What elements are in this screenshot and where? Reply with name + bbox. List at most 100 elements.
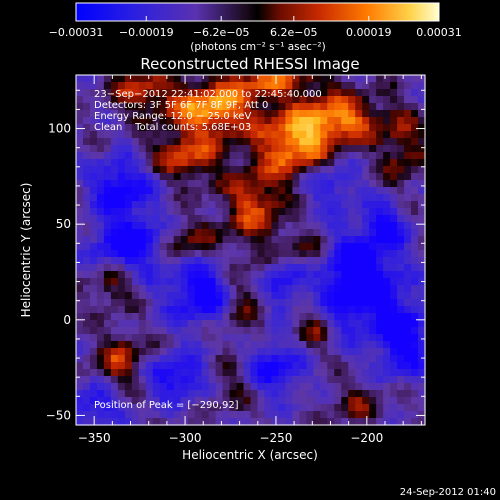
heatmap-cell (369, 96, 377, 104)
heatmap-cell (103, 383, 112, 391)
heatmap-cell (124, 180, 133, 188)
heatmap-cell (117, 341, 126, 349)
heatmap-cell (292, 159, 300, 167)
heatmap-cell (236, 418, 245, 426)
heatmap-cell (313, 418, 321, 426)
heatmap-cell (145, 145, 154, 153)
heatmap-cell (390, 348, 398, 356)
heatmap-cell (362, 327, 370, 335)
heatmap-cell (411, 222, 419, 230)
heatmap-cell (264, 327, 273, 335)
heatmap-cell (236, 124, 245, 132)
heatmap-cell (362, 138, 370, 146)
heatmap-cell (418, 250, 426, 258)
heatmap-cell (320, 201, 328, 209)
heatmap-cell (208, 96, 217, 104)
heatmap-cell (159, 397, 168, 405)
heatmap-cell (397, 355, 405, 363)
heatmap-cell (327, 166, 335, 174)
heatmap-cell (89, 299, 98, 307)
heatmap-cell (145, 187, 154, 195)
heatmap-cell (383, 376, 391, 384)
heatmap-cell (257, 376, 266, 384)
heatmap-cell (376, 271, 384, 279)
heatmap-cell (215, 383, 224, 391)
heatmap-cell (76, 208, 84, 216)
heatmap-cell (418, 411, 426, 419)
heatmap-cell (131, 362, 140, 370)
heatmap-cell (194, 243, 203, 251)
heatmap-cell (103, 215, 112, 223)
heatmap-cell (390, 201, 398, 209)
heatmap-cell (369, 285, 377, 293)
heatmap-cell (208, 292, 217, 300)
heatmap-cell (341, 201, 349, 209)
heatmap-cell (369, 327, 377, 335)
heatmap-cell (285, 124, 293, 132)
heatmap-cell (418, 103, 426, 111)
heatmap-cell (243, 236, 252, 244)
heatmap-cell (138, 320, 147, 328)
heatmap-cell (194, 166, 203, 174)
heatmap-cell (306, 173, 314, 181)
heatmap-cell (404, 236, 412, 244)
heatmap-cell (327, 369, 335, 377)
heatmap-cell (306, 383, 314, 391)
heatmap-cell (201, 376, 210, 384)
heatmap-cell (82, 376, 91, 384)
heatmap-cell (194, 404, 203, 412)
heatmap-cell (222, 75, 231, 83)
heatmap-cell (96, 187, 105, 195)
heatmap-cell (397, 362, 405, 370)
heatmap-cell (418, 355, 426, 363)
heatmap-cell (313, 411, 321, 419)
heatmap-cell (187, 180, 196, 188)
heatmap-cell (124, 334, 133, 342)
heatmap-cell (124, 271, 133, 279)
heatmap-cell (376, 341, 384, 349)
heatmap-cell (194, 124, 203, 132)
heatmap-cell (229, 355, 238, 363)
heatmap-cell (145, 250, 154, 258)
heatmap-cell (320, 313, 328, 321)
heatmap-cell (362, 243, 370, 251)
heatmap-cell (264, 348, 273, 356)
heatmap-cell (334, 397, 342, 405)
heatmap-cell (411, 103, 419, 111)
heatmap-cell (355, 187, 363, 195)
heatmap-cell (313, 250, 321, 258)
heatmap-cell (76, 82, 84, 90)
heatmap-cell (250, 201, 259, 209)
heatmap-cell (173, 145, 182, 153)
heatmap-cell (320, 222, 328, 230)
heatmap-cell (236, 390, 245, 398)
heatmap-cell (362, 96, 370, 104)
heatmap-cell (313, 390, 321, 398)
heatmap-cell (376, 313, 384, 321)
heatmap-cell (173, 411, 182, 419)
heatmap-cell (215, 222, 224, 230)
heatmap-cell (250, 124, 259, 132)
heatmap-cell (215, 117, 224, 125)
heatmap-cell (383, 306, 391, 314)
heatmap-cell (194, 194, 203, 202)
heatmap-cell (194, 355, 203, 363)
heatmap-cell (215, 159, 224, 167)
heatmap-cell (306, 131, 314, 139)
heatmap-cell (187, 292, 196, 300)
heatmap-cell (383, 313, 391, 321)
heatmap-cell (159, 376, 168, 384)
heatmap-cell (306, 89, 314, 97)
heatmap-cell (299, 222, 307, 230)
heatmap-cell (418, 271, 426, 279)
heatmap-cell (369, 278, 377, 286)
heatmap-cell (82, 236, 91, 244)
heatmap-cell (278, 376, 286, 384)
heatmap-cell (222, 82, 231, 90)
heatmap-cell (397, 229, 405, 237)
heatmap-cell (131, 390, 140, 398)
heatmap-cell (292, 369, 300, 377)
heatmap-cell (327, 348, 335, 356)
heatmap-cell (201, 173, 210, 181)
heatmap-cell (418, 313, 426, 321)
